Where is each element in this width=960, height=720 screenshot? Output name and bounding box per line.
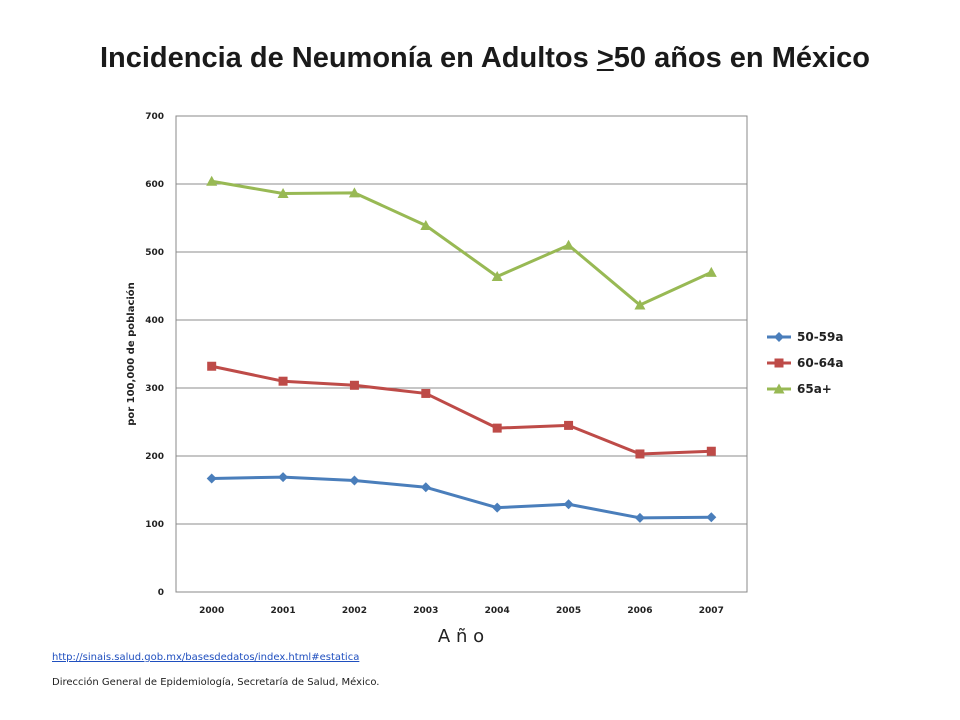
legend-marker-65a+ xyxy=(773,383,785,394)
data-point-60-64a-2006 xyxy=(635,449,645,459)
data-point-50-59a-2005 xyxy=(563,499,574,510)
data-point-60-64a-2007 xyxy=(706,446,716,456)
data-point-65a+-2006 xyxy=(634,299,646,310)
data-point-65a+-2004 xyxy=(491,270,503,281)
x-tick-label: 2003 xyxy=(413,606,438,616)
data-point-50-59a-2002 xyxy=(349,475,360,486)
title-suffix: 50 años en México xyxy=(613,42,871,74)
x-tick-label: 2001 xyxy=(271,606,296,616)
data-point-50-59a-2000 xyxy=(206,473,217,484)
y-tick-label: 100 xyxy=(145,520,164,530)
data-point-60-64a-2001 xyxy=(278,376,288,386)
title-prefix: Incidencia de Neumonía en Adultos xyxy=(99,42,597,74)
legend-marker-50-59a xyxy=(774,332,784,342)
x-tick-label: 2005 xyxy=(556,606,581,616)
legend-label: 60-64a xyxy=(797,356,843,370)
x-tick-label: 2006 xyxy=(627,606,652,616)
data-point-65a+-2000 xyxy=(206,175,218,186)
legend-label: 50-59a xyxy=(797,330,843,344)
x-tick-label: 2002 xyxy=(342,606,367,616)
data-point-50-59a-2003 xyxy=(420,482,431,493)
y-tick-label: 200 xyxy=(145,452,164,462)
plot-area xyxy=(175,115,748,593)
data-point-60-64a-2005 xyxy=(564,420,574,430)
source-link[interactable]: http://sinais.salud.gob.mx/basesdedatos/… xyxy=(52,652,360,663)
y-tick-label: 700 xyxy=(145,112,164,122)
data-point-60-64a-2004 xyxy=(492,423,502,433)
legend-marker-60-64a xyxy=(774,358,784,368)
x-axis-label: A ñ o xyxy=(438,626,484,647)
data-point-50-59a-2004 xyxy=(492,502,503,513)
y-tick-label: 300 xyxy=(145,384,164,394)
legend-label: 65a+ xyxy=(797,382,832,396)
data-point-60-64a-2002 xyxy=(349,380,359,390)
data-point-60-64a-2003 xyxy=(421,388,431,398)
data-point-50-59a-2006 xyxy=(634,512,645,523)
data-point-65a+-2002 xyxy=(348,187,360,198)
x-tick-label: 2004 xyxy=(485,606,510,616)
legend: 50-59a 60-64a 65a+ xyxy=(767,330,843,396)
series-line-50-59a xyxy=(211,475,712,520)
y-tick-label: 0 xyxy=(158,588,164,598)
y-tick-label: 400 xyxy=(145,316,164,326)
x-tick-labels: 2000 2001 2002 2003 2004 2005 2006 2007 xyxy=(199,606,724,616)
data-point-60-64a-2000 xyxy=(207,361,217,371)
chart-title: Incidencia de Neumonía en Adultos >50 añ… xyxy=(0,42,960,75)
y-tick-label: 600 xyxy=(145,180,164,190)
y-tick-labels: 0 100 200 300 400 500 600 700 xyxy=(145,112,164,598)
series-markers xyxy=(206,175,717,523)
data-point-65a+-2003 xyxy=(420,219,432,230)
series-lines xyxy=(211,179,712,520)
source-credit: Dirección General de Epidemiología, Secr… xyxy=(52,677,380,688)
x-tick-label: 2007 xyxy=(699,606,724,616)
data-point-65a+-2007 xyxy=(705,266,717,277)
data-point-65a+-2005 xyxy=(563,239,575,250)
gridlines xyxy=(176,183,747,525)
data-point-65a+-2001 xyxy=(277,188,289,199)
x-tick-label: 2000 xyxy=(199,606,224,616)
data-point-50-59a-2007 xyxy=(706,512,717,523)
title-ge-symbol: > xyxy=(596,42,614,74)
series-line-65a+ xyxy=(211,179,712,307)
y-tick-label: 500 xyxy=(145,248,164,258)
y-axis-label: por 100,000 de población xyxy=(125,282,137,426)
series-line-60-64a xyxy=(211,364,712,456)
data-point-50-59a-2001 xyxy=(278,472,289,483)
